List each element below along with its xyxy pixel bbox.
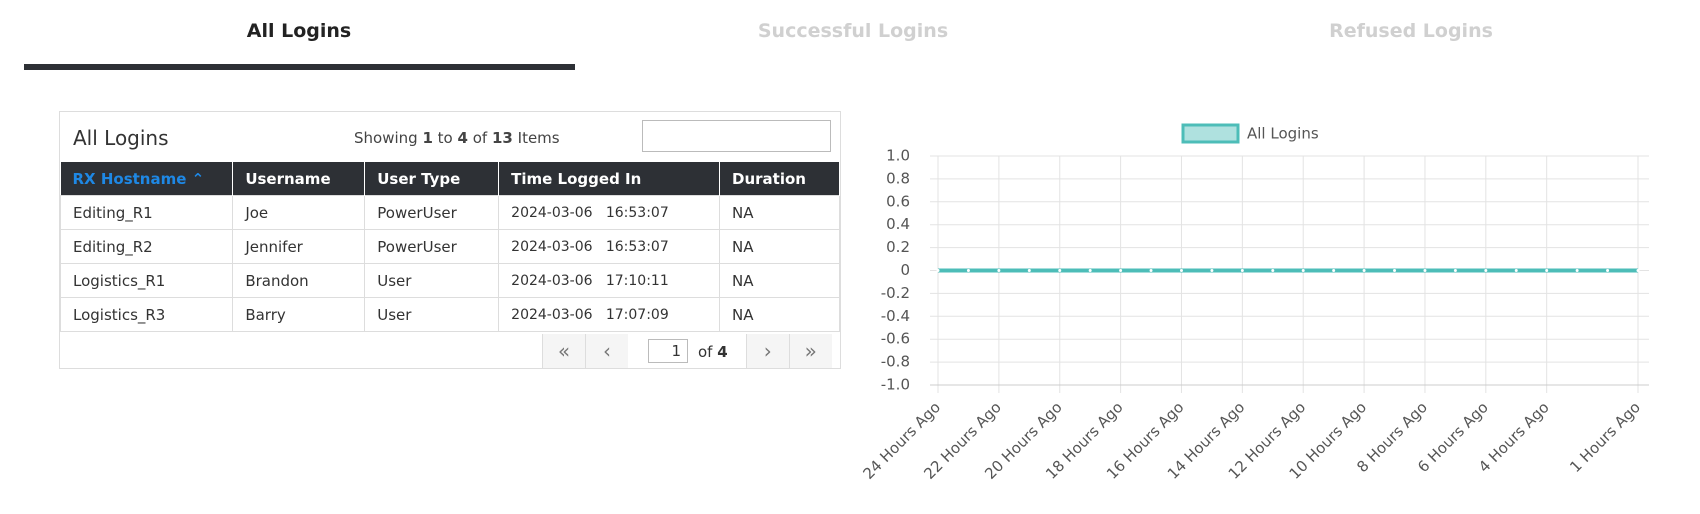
table-cell: User — [364, 263, 500, 298]
data-point — [1301, 269, 1305, 272]
chart: 1.00.80.60.40.20-0.2-0.4-0.6-0.8-1.024 H… — [859, 123, 1649, 483]
column-header[interactable]: RX Hostname ⌃ — [60, 162, 234, 196]
prev-page[interactable]: ‹ — [585, 334, 628, 368]
table-cell: NA — [719, 297, 840, 332]
number: 4 — [457, 129, 468, 147]
data-point — [1271, 269, 1275, 272]
header-row: RX Hostname ⌃ Username User Type Time Logge… — [60, 162, 840, 196]
y-tick-label: 0.4 — [886, 215, 910, 233]
data-point — [1575, 269, 1579, 272]
first-page[interactable]: « — [542, 334, 585, 368]
table-cell: 2024-03-06 16:53:07 — [498, 229, 721, 264]
y-tick-label: -0.2 — [881, 284, 910, 302]
data-point — [936, 269, 940, 272]
page-count: of 4 — [698, 343, 728, 368]
y-tick-label: 0.2 — [886, 238, 910, 256]
data-point — [1058, 269, 1062, 272]
data-point — [997, 269, 1001, 272]
table-cell: 2024-03-06 16:53:07 — [498, 195, 721, 230]
column-header: Time Logged In — [498, 162, 721, 196]
table-cell: PowerUser — [364, 195, 500, 230]
data-point — [1606, 269, 1610, 272]
data-point — [1393, 269, 1397, 272]
table-cell: PowerUser — [364, 229, 500, 264]
y-tick-label: -1.0 — [881, 376, 910, 394]
data-point — [1332, 269, 1336, 272]
number: 4 — [717, 343, 728, 361]
table-cell: Editing_R2 — [59, 229, 234, 264]
table-row: Logistics_R3 Barry User 2024-03-06 17:07:09… — [59, 297, 840, 332]
column-header: User Type — [364, 162, 500, 196]
table-cell: NA — [719, 195, 840, 230]
search-input[interactable] — [642, 120, 831, 152]
table-cell: NA — [719, 263, 840, 298]
tab[interactable]: Refused Logins — [1329, 20, 1493, 42]
table-cell: Logistics_R1 — [59, 263, 234, 298]
table-cell: Logistics_R3 — [59, 297, 234, 332]
data-point — [1210, 269, 1214, 272]
text: Items — [517, 129, 560, 147]
table-panel: All Logins Showing 1 to 4 of 13 Items RX… — [59, 111, 841, 369]
table-cell: NA — [719, 229, 840, 264]
data-point — [1636, 269, 1640, 272]
showing-info: Showing 1 to 4 of 13 Items — [354, 129, 560, 147]
next-page[interactable]: › — [745, 334, 789, 368]
table-cell: User — [364, 297, 500, 332]
table-row: Logistics_R1 Brandon User 2024-03-06 17:10:… — [59, 263, 840, 298]
data-point — [1423, 269, 1427, 272]
data-point — [1240, 269, 1244, 272]
table-cell: 2024-03-06 17:10:11 — [498, 263, 721, 298]
number: 1 — [422, 129, 433, 147]
number: 13 — [491, 129, 513, 147]
data-point — [1088, 269, 1092, 272]
tab[interactable]: All Logins — [246, 20, 352, 42]
text: of — [472, 129, 488, 147]
panel-title: All Logins — [73, 126, 169, 150]
data-point — [1027, 269, 1031, 272]
sort-icon: ⌃ — [186, 169, 205, 188]
pagination: « ‹ 1 of 4 › » — [542, 334, 832, 368]
y-tick-label: -0.8 — [881, 353, 910, 371]
text: to — [437, 129, 453, 147]
y-tick-label: 0.8 — [886, 169, 910, 187]
last-page[interactable]: » — [788, 334, 832, 368]
legend-swatch — [1181, 123, 1240, 144]
data-point — [1514, 269, 1518, 272]
data-point — [1149, 269, 1153, 272]
column-header: Username — [232, 162, 366, 196]
x-tick-label: 1 Hours Ago — [1566, 398, 1644, 476]
table-row: Editing_R2 Jennifer PowerUser 2024-03-06 16… — [59, 229, 840, 264]
table: RX Hostname ⌃ Username User Type Time Logge… — [59, 162, 840, 332]
data-point — [1362, 269, 1366, 272]
y-tick-label: -0.6 — [881, 330, 910, 348]
tab-underline — [24, 64, 575, 70]
data-point — [1545, 269, 1549, 272]
y-tick-label: 0 — [900, 261, 910, 279]
table-cell: Barry — [232, 297, 366, 332]
data-point — [1179, 269, 1183, 272]
table-cell: 2024-03-06 17:07:09 — [498, 297, 721, 332]
legend-label: All Logins — [1247, 125, 1319, 143]
table-cell: Jennifer — [232, 229, 366, 264]
data-point — [1119, 269, 1123, 272]
data-point — [1453, 269, 1457, 272]
y-tick-label: -0.4 — [881, 307, 910, 325]
data-point — [966, 269, 970, 272]
text: Showing — [354, 129, 418, 147]
text: of — [698, 343, 713, 361]
column-header: Duration — [719, 162, 840, 196]
table-cell: Joe — [232, 195, 366, 230]
page-input[interactable]: 1 — [648, 339, 688, 363]
y-tick-label: 1.0 — [886, 147, 910, 165]
table-row: Editing_R1 Joe PowerUser 2024-03-06 16:53:0… — [59, 195, 840, 230]
tab[interactable]: Successful Logins — [757, 20, 949, 42]
table-cell: Brandon — [232, 263, 366, 298]
data-point — [1484, 269, 1488, 272]
table-cell: Editing_R1 — [59, 195, 234, 230]
y-tick-label: 0.6 — [886, 192, 910, 210]
